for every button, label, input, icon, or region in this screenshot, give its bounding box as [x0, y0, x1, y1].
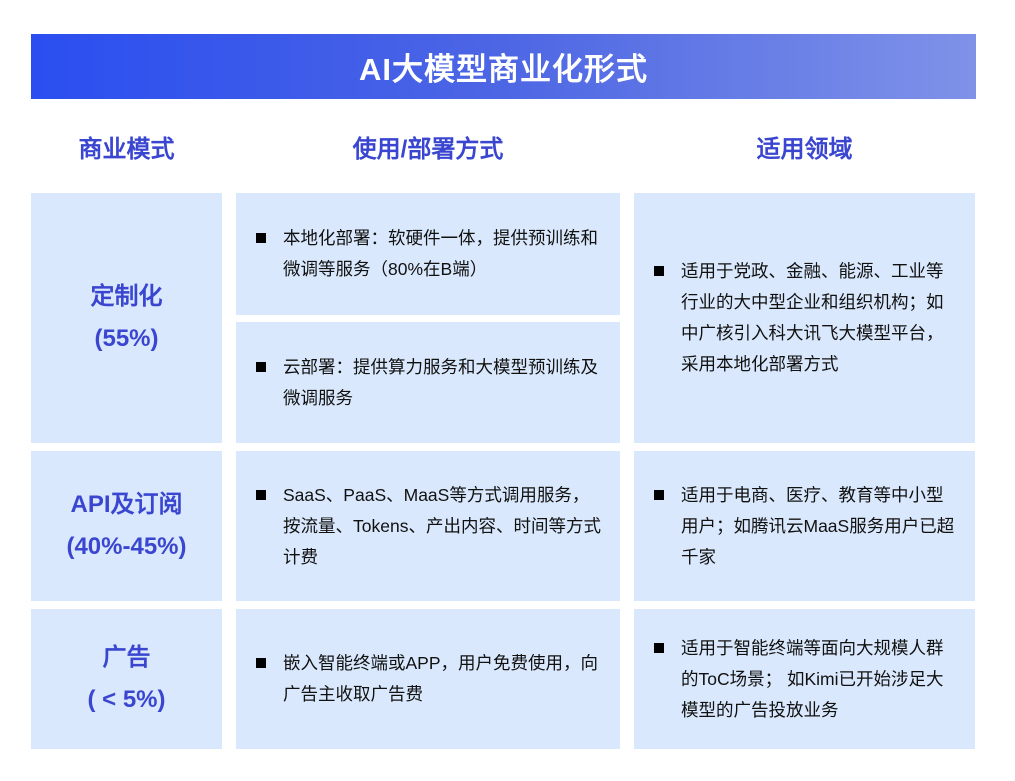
mode-cell-custom: 定制化 (55%) — [31, 193, 222, 443]
header-mode: 商业模式 — [78, 135, 175, 163]
domain-cell: 适用于智能终端等面向大规模人群的ToC场景； 如Kimi已开始涉足大模型的广告投… — [634, 609, 975, 749]
bullet-icon — [654, 642, 664, 653]
mode-name: 广告 — [102, 644, 151, 671]
mode-name: 定制化 — [90, 283, 163, 310]
bullet-icon — [256, 489, 266, 500]
bullet-icon — [654, 266, 664, 276]
domain-text: 适用于智能终端等面向大规模人群的ToC场景； 如Kimi已开始涉足大模型的广告投… — [681, 637, 944, 720]
mode-name: API及订阅 — [70, 491, 183, 518]
bullet-icon — [256, 233, 266, 243]
mode-cell-ads: 广告 ( < 5%) — [31, 609, 222, 749]
deploy-cell: 云部署：提供算力服务和大模型预训练及微调服务 — [236, 322, 620, 443]
mode-share: ( < 5%) — [87, 686, 166, 713]
deploy-cell: 本地化部署：软硬件一体，提供预训练和微调等服务（80%在B端） — [236, 193, 620, 315]
bullet-icon — [256, 658, 266, 668]
header-deploy: 使用/部署方式 — [352, 135, 504, 163]
mode-share: (55%) — [94, 325, 159, 352]
domain-cell: 适用于电商、医疗、教育等中小型用户；如腾讯云MaaS服务用户已超千家 — [634, 451, 975, 601]
header-domain: 适用领域 — [756, 135, 853, 163]
domain-text: 适用于电商、医疗、教育等中小型用户；如腾讯云MaaS服务用户已超千家 — [681, 484, 955, 567]
page-title: AI大模型商业化形式 — [359, 52, 648, 87]
deploy-cell: 嵌入智能终端或APP，用户免费使用，向广告主收取广告费 — [236, 609, 620, 749]
bullet-icon — [654, 489, 664, 500]
domain-cell: 适用于党政、金融、能源、工业等行业的大中型企业和组织机构；如中广核引入科大讯飞大… — [634, 193, 975, 443]
deploy-text: 云部署：提供算力服务和大模型预训练及微调服务 — [283, 356, 598, 408]
domain-text: 适用于党政、金融、能源、工业等行业的大中型企业和组织机构；如中广核引入科大讯飞大… — [681, 261, 944, 374]
mode-share: (40%-45%) — [66, 533, 187, 560]
deploy-text: 嵌入智能终端或APP，用户免费使用，向广告主收取广告费 — [283, 653, 599, 704]
deploy-text: SaaS、PaaS、MaaS等方式调用服务，按流量、Tokens、产出内容、时间… — [283, 484, 601, 567]
deploy-text: 本地化部署：软硬件一体，提供预训练和微调等服务（80%在B端） — [283, 228, 598, 279]
deploy-cell: SaaS、PaaS、MaaS等方式调用服务，按流量、Tokens、产出内容、时间… — [236, 451, 620, 601]
mode-cell-api: API及订阅 (40%-45%) — [31, 451, 222, 601]
bullet-icon — [256, 361, 266, 372]
title-banner: AI大模型商业化形式 — [31, 34, 976, 99]
